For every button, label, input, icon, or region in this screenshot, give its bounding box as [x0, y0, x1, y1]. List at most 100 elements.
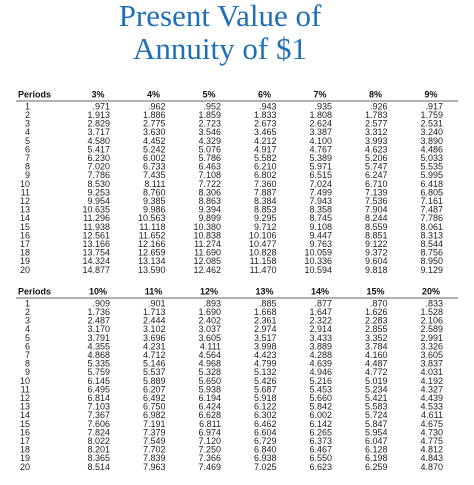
value-cell: 5.328 — [198, 367, 221, 377]
value-cell: 6.207 — [143, 384, 166, 394]
value-cell: 2.991 — [420, 333, 443, 343]
period-cell: 6 — [25, 144, 30, 154]
value-cell: 1.833 — [254, 110, 277, 120]
column-header: 9% — [424, 89, 437, 99]
value-cell: 4.160 — [365, 350, 388, 360]
period-cell: 3 — [25, 316, 30, 326]
value-cell: 3.312 — [365, 127, 388, 137]
value-cell: 6.750 — [143, 402, 166, 412]
period-cell: 16 — [20, 230, 30, 240]
value-cell: 8.544 — [420, 239, 443, 249]
period-cell: 8 — [25, 162, 30, 172]
value-cell: 8.530 — [87, 179, 110, 189]
value-cell: 4.533 — [420, 402, 443, 412]
value-cell: 4.439 — [420, 393, 443, 403]
value-cell: 7.722 — [198, 179, 221, 189]
column-header: 6% — [258, 89, 271, 99]
value-cell: 11.274 — [194, 239, 221, 249]
value-cell: 7.120 — [198, 436, 221, 446]
value-cell: 5.426 — [254, 376, 277, 386]
value-cell: 3.352 — [365, 333, 388, 343]
period-cell: 7 — [25, 350, 30, 360]
value-cell: 4.639 — [309, 359, 332, 369]
value-cell: .935 — [314, 101, 332, 111]
value-cell: 5.019 — [365, 376, 388, 386]
value-cell: 8.313 — [420, 230, 443, 240]
value-cell: 9.818 — [365, 265, 388, 275]
value-cell: 11.652 — [139, 230, 166, 240]
value-cell: 5.747 — [365, 162, 388, 172]
value-cell: 12.166 — [138, 239, 166, 249]
value-cell: 4.868 — [87, 350, 110, 360]
value-cell: 8.559 — [365, 222, 388, 232]
value-cell: 6.373 — [309, 436, 332, 446]
value-cell: 6.811 — [199, 419, 221, 429]
value-cell: 5.242 — [143, 144, 166, 154]
value-cell: 4.580 — [87, 136, 110, 146]
value-cell: .833 — [425, 298, 443, 308]
period-cell: 18 — [20, 445, 30, 455]
value-cell: 6.938 — [254, 453, 277, 463]
value-cell: 4.212 — [254, 136, 277, 146]
value-cell: 9.899 — [198, 213, 221, 223]
value-cell: 4.611 — [421, 410, 443, 420]
value-cell: 2.487 — [87, 316, 110, 326]
value-cell: 2.673 — [254, 119, 277, 129]
value-cell: 6.210 — [254, 162, 277, 172]
value-cell: 1.886 — [143, 110, 166, 120]
value-cell: 10.059 — [304, 248, 332, 258]
value-cell: 9.763 — [309, 239, 332, 249]
value-cell: 8.061 — [420, 222, 443, 232]
value-cell: 5.033 — [420, 153, 443, 163]
value-cell: 6.982 — [143, 410, 166, 420]
value-cell: .926 — [370, 101, 388, 111]
value-cell: 2.723 — [198, 119, 221, 129]
value-cell: 8.358 — [309, 205, 332, 215]
value-cell: .917 — [425, 101, 443, 111]
value-cell: 3.326 — [420, 341, 443, 351]
value-cell: 1.690 — [198, 307, 221, 317]
value-cell: 8.306 — [198, 187, 221, 197]
value-cell: 8.384 — [254, 196, 277, 206]
value-cell: 4.623 — [365, 144, 388, 154]
value-cell: 2.914 — [309, 324, 332, 334]
value-cell: 6.604 — [254, 427, 277, 437]
value-cell: 4.870 — [420, 462, 443, 472]
value-cell: 2.829 — [87, 119, 110, 129]
value-cell: 3.465 — [254, 127, 277, 137]
value-cell: 10.838 — [193, 230, 221, 240]
value-cell: 4.812 — [420, 445, 443, 455]
value-cell: 9.253 — [87, 187, 110, 197]
value-cell: 1.713 — [143, 307, 166, 317]
value-cell: 7.367 — [87, 410, 110, 420]
column-header: 12% — [200, 286, 218, 296]
value-cell: 4.712 — [143, 350, 166, 360]
period-cell: 9 — [25, 367, 30, 377]
value-cell: 6.194 — [198, 393, 221, 403]
value-cell: 1.808 — [309, 110, 332, 120]
value-cell: 1.759 — [420, 110, 443, 120]
value-cell: 5.724 — [365, 410, 388, 420]
value-cell: 6.515 — [309, 170, 332, 180]
value-cell: 6.198 — [365, 453, 388, 463]
value-cell: 5.583 — [365, 402, 388, 412]
value-cell: 7.887 — [254, 187, 277, 197]
value-cell: 6.467 — [309, 445, 332, 455]
column-header: 4% — [147, 89, 160, 99]
column-header: Periods — [18, 89, 51, 99]
column-header: 7% — [313, 89, 326, 99]
value-cell: 4.730 — [420, 427, 443, 437]
value-cell: 7.024 — [309, 179, 332, 189]
value-cell: 3.889 — [309, 341, 332, 351]
value-cell: 3.717 — [87, 127, 110, 137]
value-cell: 3.102 — [143, 324, 166, 334]
value-cell: 3.890 — [420, 136, 443, 146]
value-cell: 2.775 — [143, 119, 166, 129]
title: Annuity of $1 — [133, 31, 307, 66]
value-cell: 11.296 — [83, 213, 110, 223]
value-cell: 2.106 — [420, 316, 443, 326]
value-cell: 2.855 — [365, 324, 388, 334]
value-cell: 10.380 — [193, 222, 221, 232]
value-cell: 4.486 — [420, 144, 443, 154]
